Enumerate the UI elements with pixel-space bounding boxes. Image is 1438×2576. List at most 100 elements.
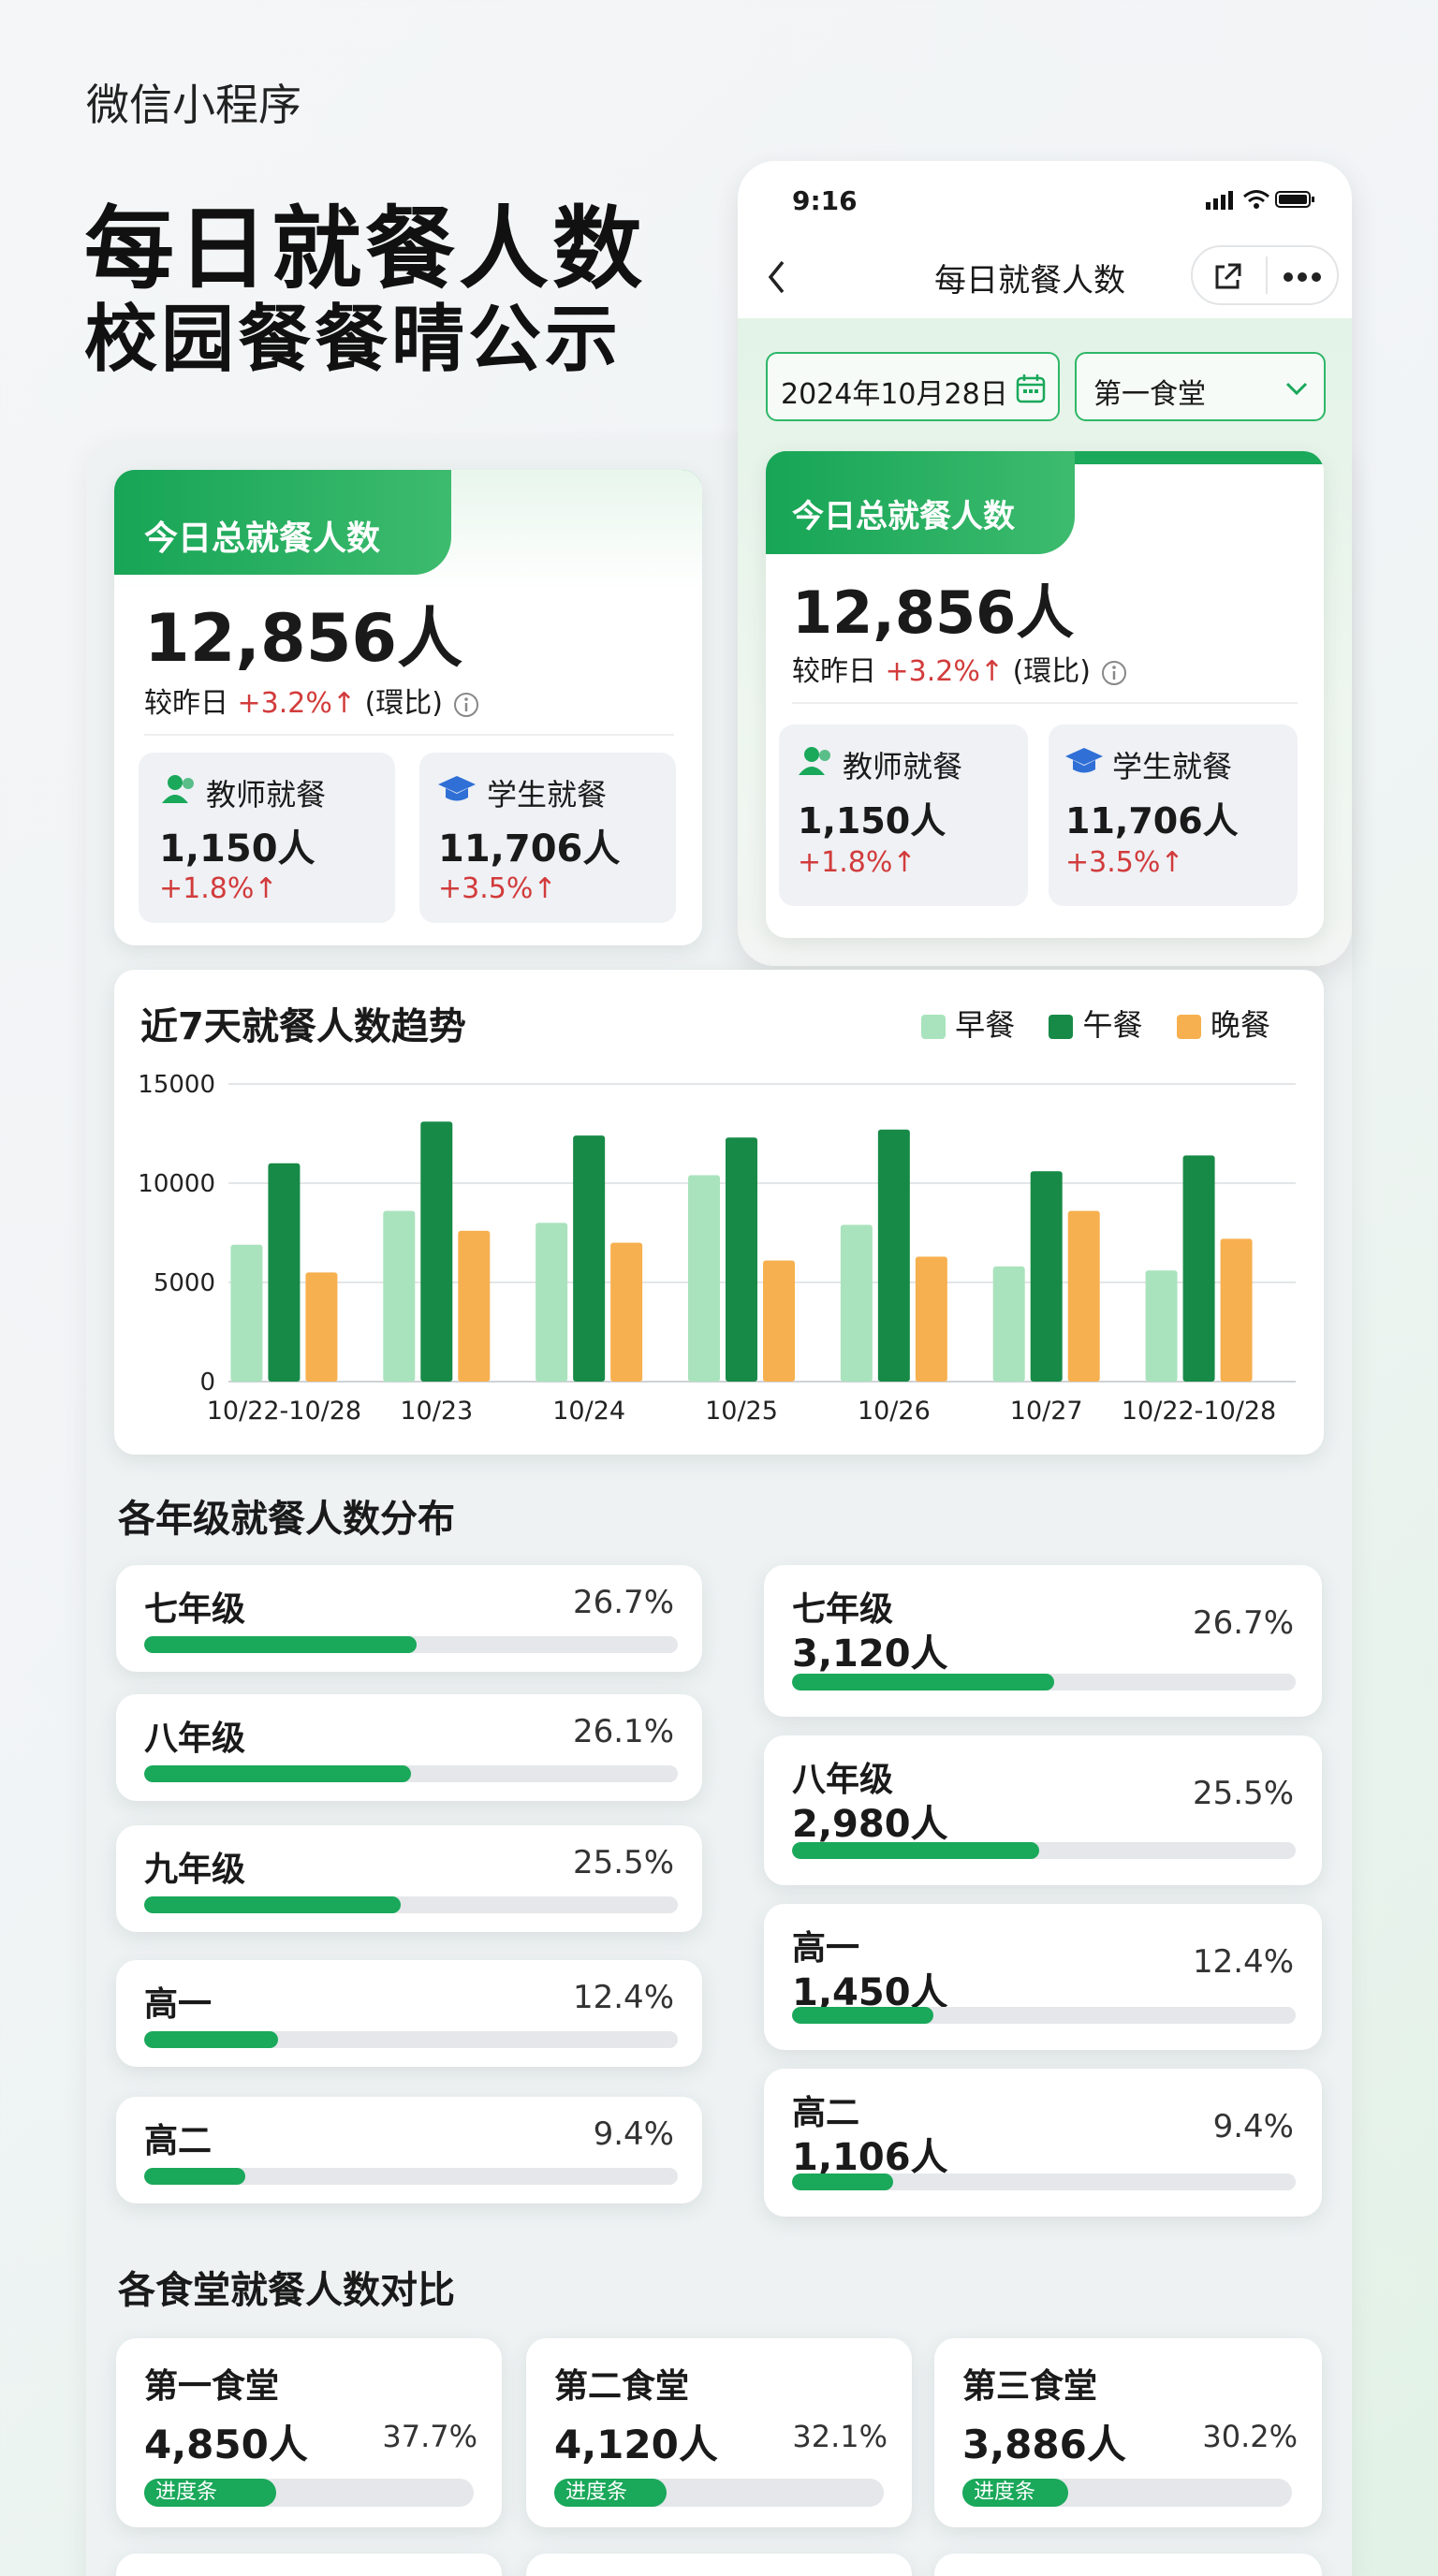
- legend-swatch-lunch: [1049, 1015, 1074, 1039]
- x-tick-label: 10/27: [1010, 1397, 1083, 1426]
- bar-breakfast: [688, 1175, 720, 1382]
- bar-lunch: [1182, 1155, 1215, 1382]
- grade-detail-card: 七年级 3,120人 26.7%: [764, 1565, 1322, 1717]
- info-icon[interactable]: [452, 691, 480, 719]
- grade-percent: 26.7%: [1192, 1604, 1294, 1642]
- page-title: 每日就餐人数: [84, 197, 646, 301]
- share-icon[interactable]: [1211, 261, 1243, 293]
- grade-percent: 25.5%: [1192, 1775, 1294, 1812]
- x-tick-label: 10/22-10/28: [207, 1397, 361, 1426]
- compare-line-right: 较昨日 +3.2%↑ (環比): [792, 648, 1128, 689]
- grade-progress-fill: [144, 2168, 246, 2185]
- canteen-progress-label: 进度条: [565, 2481, 628, 2504]
- canteen-progress-fill: 进度条: [144, 2479, 276, 2507]
- legend-swatch-breakfast: [921, 1015, 946, 1039]
- grade-progress-track: [144, 2031, 678, 2048]
- bar-dinner: [1220, 1238, 1253, 1382]
- bar-breakfast: [536, 1222, 568, 1382]
- chevron-down-icon: [1285, 382, 1308, 396]
- grade-progress-fill: [144, 1636, 417, 1653]
- student-change: +3.5%↑: [438, 872, 557, 905]
- canteen-section-title: 各食堂就餐人数对比: [118, 2269, 455, 2312]
- grade-card: 高一 12.4%: [116, 1960, 702, 2067]
- canteen-card-partial: [526, 2554, 912, 2576]
- grade-progress-track: [792, 1674, 1296, 1690]
- bar-dinner: [763, 1260, 795, 1382]
- teacher-count: 1,150人: [159, 827, 315, 871]
- grade-progress-fill: [792, 2174, 893, 2190]
- grade-name: 七年级: [144, 1590, 246, 1629]
- grade-progress-track: [792, 2174, 1296, 2190]
- grade-card: 七年级 26.7%: [116, 1565, 702, 1672]
- grade-count: 1,106人: [792, 2136, 948, 2179]
- bar-lunch: [1030, 1171, 1063, 1382]
- compare-suffix: (環比): [364, 687, 444, 720]
- grade-progress-track: [144, 1896, 678, 1913]
- grade-percent: 12.4%: [572, 1979, 674, 2016]
- compare-prefix: 较昨日: [144, 687, 228, 720]
- canteen-percent: 37.7%: [382, 2419, 477, 2454]
- teacher-label: 教师就餐: [206, 777, 327, 812]
- grade-name: 九年级: [144, 1851, 246, 1889]
- grade-progress-fill: [144, 2031, 278, 2048]
- canteen-count: 3,886人: [962, 2422, 1126, 2467]
- canteen-select[interactable]: 第一食堂: [1075, 352, 1326, 421]
- grade-name: 高一: [144, 1985, 213, 2024]
- grade-progress-track: [144, 2168, 678, 2185]
- canteen-name: 第二食堂: [554, 2367, 690, 2406]
- trend-legend: 早餐 午餐 晚餐: [921, 1002, 1270, 1045]
- canteen-count: 4,120人: [554, 2422, 718, 2467]
- teacher-icon: [162, 775, 194, 803]
- battery-icon: [1275, 191, 1315, 208]
- bar-dinner: [1067, 1210, 1100, 1382]
- more-icon[interactable]: [1283, 271, 1322, 283]
- grade-name: 七年级: [792, 1590, 894, 1629]
- summary-card-left: 今日总就餐人数 12,856人 较昨日 +3.2%↑ (環比) 教师就餐 1,1…: [114, 470, 702, 945]
- grade-card: 高二 9.4%: [116, 2097, 702, 2203]
- back-icon[interactable]: [766, 258, 788, 296]
- total-diners: 12,856人: [144, 600, 463, 677]
- summary-ribbon-label-right: 今日总就餐人数: [792, 498, 1015, 535]
- summary-divider-right: [792, 702, 1298, 704]
- grade-progress-fill: [144, 1896, 401, 1913]
- canteen-count: 4,850人: [144, 2422, 308, 2467]
- teacher-card-right: 教师就餐 1,150人 +1.8%↑: [779, 724, 1028, 906]
- compare-suffix-right: (環比): [1012, 655, 1092, 688]
- date-value: 2024年10月28日: [781, 378, 1008, 411]
- canteen-progress-label: 进度条: [974, 2481, 1036, 2504]
- summary-ribbon-label: 今日总就餐人数: [144, 520, 381, 558]
- date-picker[interactable]: 2024年10月28日: [766, 352, 1060, 421]
- bar-dinner: [305, 1272, 338, 1382]
- total-diners-right: 12,856人: [792, 578, 1075, 647]
- info-icon[interactable]: [1100, 659, 1128, 687]
- grade-detail-card: 高一 1,450人 12.4%: [764, 1904, 1322, 2050]
- y-tick-label: 10000: [138, 1170, 215, 1198]
- bar-lunch: [877, 1129, 910, 1382]
- capsule-menu: [1191, 245, 1339, 305]
- grade-percent: 25.5%: [572, 1844, 674, 1881]
- legend-breakfast: 早餐: [955, 1007, 1016, 1043]
- grade-section-title: 各年级就餐人数分布: [118, 1498, 455, 1541]
- canteen-name: 第三食堂: [962, 2367, 1098, 2406]
- grade-percent: 12.4%: [1192, 1943, 1294, 1981]
- status-icons: [1206, 189, 1316, 210]
- legend-lunch: 午餐: [1082, 1007, 1143, 1043]
- bar-lunch: [573, 1135, 606, 1382]
- grade-progress-track: [792, 2007, 1296, 2024]
- trend-chart: 0 5000 10000 15000 10/22-10/28 10/23 10/24 10/2…: [138, 1071, 1296, 1426]
- teacher-change: +1.8%↑: [159, 872, 278, 905]
- canteen-select-value: 第一食堂: [1093, 378, 1206, 411]
- bar-breakfast: [1145, 1270, 1178, 1382]
- summary-card-right: 今日总就餐人数 12,856人 较昨日 +3.2%↑ (環比) 教师就餐 1,1…: [766, 451, 1324, 938]
- bar-dinner: [610, 1242, 643, 1382]
- capsule-divider: [1266, 256, 1268, 294]
- grade-percent: 9.4%: [593, 2115, 674, 2153]
- summary-divider: [144, 734, 674, 736]
- x-tick-label: 10/25: [705, 1397, 778, 1426]
- bar-lunch: [268, 1163, 301, 1382]
- grade-card: 九年级 25.5%: [116, 1825, 702, 1932]
- canteen-progress-label: 进度条: [155, 2481, 218, 2504]
- summary-ribbon-tab-right: [766, 451, 1075, 554]
- grade-name: 八年级: [144, 1720, 246, 1758]
- status-time: 9:16: [792, 185, 858, 216]
